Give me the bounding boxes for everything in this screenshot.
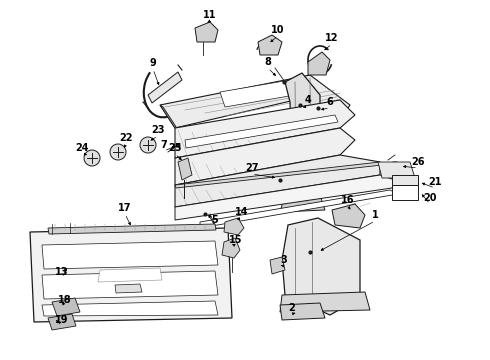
Polygon shape	[42, 271, 218, 299]
Circle shape	[140, 137, 156, 153]
Text: 15: 15	[229, 235, 243, 245]
Text: 27: 27	[245, 163, 259, 173]
Text: 10: 10	[271, 25, 285, 35]
Polygon shape	[285, 73, 320, 205]
Text: 19: 19	[55, 315, 69, 325]
Circle shape	[84, 150, 100, 166]
Polygon shape	[148, 72, 182, 103]
Polygon shape	[222, 238, 240, 258]
Polygon shape	[270, 257, 285, 274]
Polygon shape	[280, 303, 325, 320]
Polygon shape	[280, 292, 370, 312]
Text: 24: 24	[75, 143, 89, 153]
Polygon shape	[378, 162, 415, 178]
Text: 16: 16	[341, 195, 355, 205]
Text: 8: 8	[265, 57, 271, 67]
Polygon shape	[220, 80, 295, 107]
Text: 26: 26	[411, 157, 425, 167]
Text: 22: 22	[119, 133, 133, 143]
Polygon shape	[115, 284, 142, 293]
Polygon shape	[392, 185, 418, 200]
Text: 12: 12	[325, 33, 339, 43]
Text: 25: 25	[168, 143, 182, 153]
Text: 2: 2	[289, 303, 295, 313]
Polygon shape	[175, 162, 382, 188]
Polygon shape	[48, 314, 76, 330]
Polygon shape	[42, 241, 218, 269]
Polygon shape	[175, 175, 395, 220]
Text: 23: 23	[151, 125, 165, 135]
Polygon shape	[332, 204, 365, 228]
Polygon shape	[48, 224, 216, 234]
Polygon shape	[30, 228, 232, 322]
Text: 9: 9	[149, 58, 156, 68]
Text: 18: 18	[58, 295, 72, 305]
Polygon shape	[258, 35, 282, 55]
Polygon shape	[178, 158, 192, 180]
Polygon shape	[200, 190, 398, 228]
Polygon shape	[160, 75, 350, 128]
Polygon shape	[98, 268, 162, 282]
Text: 5: 5	[212, 215, 219, 225]
Polygon shape	[282, 218, 360, 315]
Text: 7: 7	[161, 140, 168, 150]
Text: 13: 13	[55, 267, 69, 277]
Polygon shape	[185, 115, 338, 148]
Text: 1: 1	[371, 210, 378, 220]
Text: 21: 21	[428, 177, 442, 187]
Polygon shape	[308, 52, 330, 75]
Polygon shape	[195, 22, 218, 42]
Polygon shape	[280, 195, 325, 212]
Polygon shape	[52, 298, 80, 316]
Polygon shape	[175, 155, 380, 207]
Polygon shape	[175, 128, 355, 185]
Polygon shape	[160, 105, 178, 130]
Text: 17: 17	[118, 203, 132, 213]
Polygon shape	[392, 175, 418, 185]
Text: 20: 20	[423, 193, 437, 203]
Polygon shape	[42, 301, 218, 316]
Text: 14: 14	[235, 207, 249, 217]
Text: 11: 11	[203, 10, 217, 20]
Circle shape	[110, 144, 126, 160]
Polygon shape	[175, 100, 355, 158]
Text: 4: 4	[305, 95, 311, 105]
Text: 3: 3	[281, 255, 287, 265]
Polygon shape	[224, 218, 244, 235]
Text: 6: 6	[327, 97, 333, 107]
